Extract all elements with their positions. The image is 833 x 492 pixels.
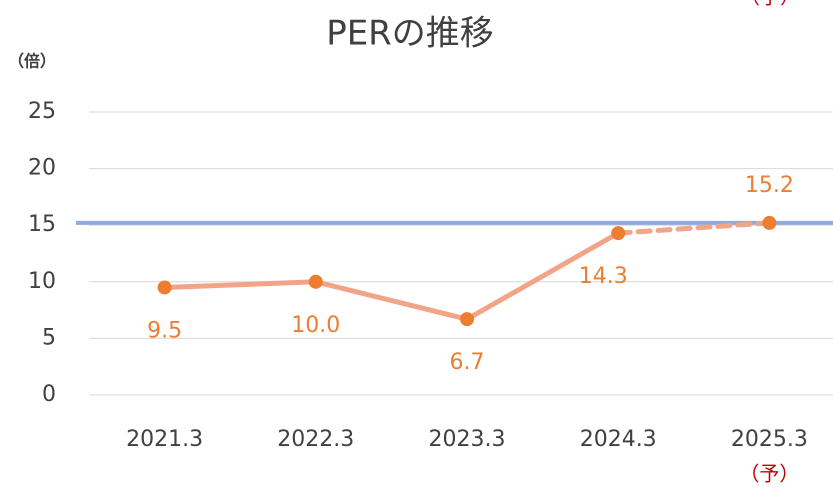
annotation: （予） — [740, 0, 800, 9]
marker — [308, 274, 323, 289]
y-tick-label: 5 — [42, 325, 56, 350]
y-tick-label: 10 — [28, 269, 56, 294]
data-label: 10.0 — [291, 313, 340, 338]
chart-title: PERの推移 — [326, 14, 494, 54]
data-label: 14.3 — [579, 264, 628, 289]
y-axis-label: （倍） — [8, 52, 56, 71]
forecast-line-segment — [615, 220, 772, 236]
marker — [460, 312, 474, 327]
data-label: 9.5 — [147, 318, 182, 343]
x-tick-label: 2021.3 — [126, 427, 203, 452]
line-segment — [162, 279, 319, 290]
annotation: （予） — [739, 462, 799, 486]
line-segment — [464, 230, 621, 322]
marker — [762, 215, 777, 230]
marker — [157, 280, 172, 295]
x-tick-label: 2024.3 — [580, 427, 657, 452]
data-label: 15.2 — [745, 173, 794, 198]
y-tick-label: 0 — [42, 382, 56, 407]
marker — [611, 226, 626, 241]
x-tick-label: 2023.3 — [429, 427, 506, 452]
data-label: 6.7 — [450, 350, 485, 375]
x-tick-label: 2022.3 — [277, 427, 354, 452]
y-tick-label: 20 — [28, 156, 56, 181]
y-tick-label: 25 — [28, 99, 56, 124]
x-tick-label: 2025.3 — [731, 427, 808, 452]
line-segment — [313, 279, 470, 322]
y-tick-label: 15 — [28, 212, 56, 237]
